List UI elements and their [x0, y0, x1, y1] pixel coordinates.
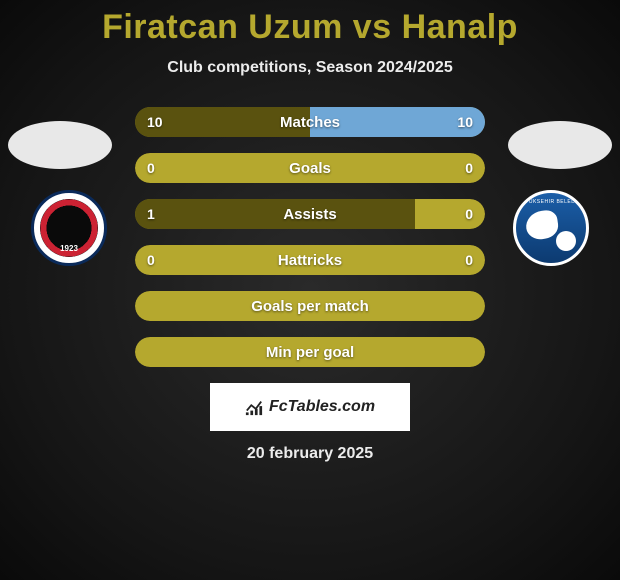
- club-left-year: 1923: [34, 244, 104, 253]
- player-right-avatar: [508, 121, 612, 169]
- stat-row: Matches10 10: [135, 107, 485, 137]
- subtitle: Club competitions, Season 2024/2025: [0, 59, 620, 77]
- player-left-avatar: [8, 121, 112, 169]
- stat-row: Goals0 0: [135, 153, 485, 183]
- stat-row: Goals per match: [135, 291, 485, 321]
- player-right-name: Hanalp: [402, 8, 518, 46]
- player-left-name: Firatcan Uzum: [102, 8, 343, 46]
- stat-label: Assists: [135, 199, 485, 229]
- watermark: FcTables.com: [210, 383, 410, 431]
- fctables-icon: [245, 398, 263, 416]
- vs-text: vs: [353, 8, 402, 46]
- stat-label: Hattricks: [135, 245, 485, 275]
- club-right-logo: BUYUKSEHIR BELEDIYE: [510, 187, 592, 269]
- club-right-top-text: BUYUKSEHIR BELEDIYE: [516, 199, 586, 205]
- stat-row: Assists1 0: [135, 199, 485, 229]
- watermark-text: FcTables.com: [269, 398, 375, 416]
- stat-value-right: 10: [457, 107, 473, 137]
- stat-row: Min per goal: [135, 337, 485, 367]
- stat-value-right: 0: [465, 199, 473, 229]
- date-text: 20 february 2025: [0, 445, 620, 463]
- stat-row: Hattricks0 0: [135, 245, 485, 275]
- stat-value-right: 0: [465, 153, 473, 183]
- comparison-panel: 1923 BUYUKSEHIR BELEDIYE Matches1010Goal…: [0, 107, 620, 463]
- stat-label: Min per goal: [135, 337, 485, 367]
- stat-bars: Matches1010Goals00Assists10Hattricks00Go…: [135, 107, 485, 367]
- stat-label: Goals per match: [135, 291, 485, 321]
- stat-value-left: 1: [147, 199, 155, 229]
- stat-value-right: 0: [465, 245, 473, 275]
- club-left-logo: 1923: [28, 187, 110, 269]
- stat-value-left: 10: [147, 107, 163, 137]
- page-title: Firatcan Uzum vs Hanalp: [0, 0, 620, 47]
- club-right-badge: BUYUKSEHIR BELEDIYE: [513, 190, 589, 266]
- stat-label: Goals: [135, 153, 485, 183]
- stat-value-left: 0: [147, 153, 155, 183]
- club-left-badge: 1923: [31, 190, 107, 266]
- stat-label: Matches: [135, 107, 485, 137]
- stat-value-left: 0: [147, 245, 155, 275]
